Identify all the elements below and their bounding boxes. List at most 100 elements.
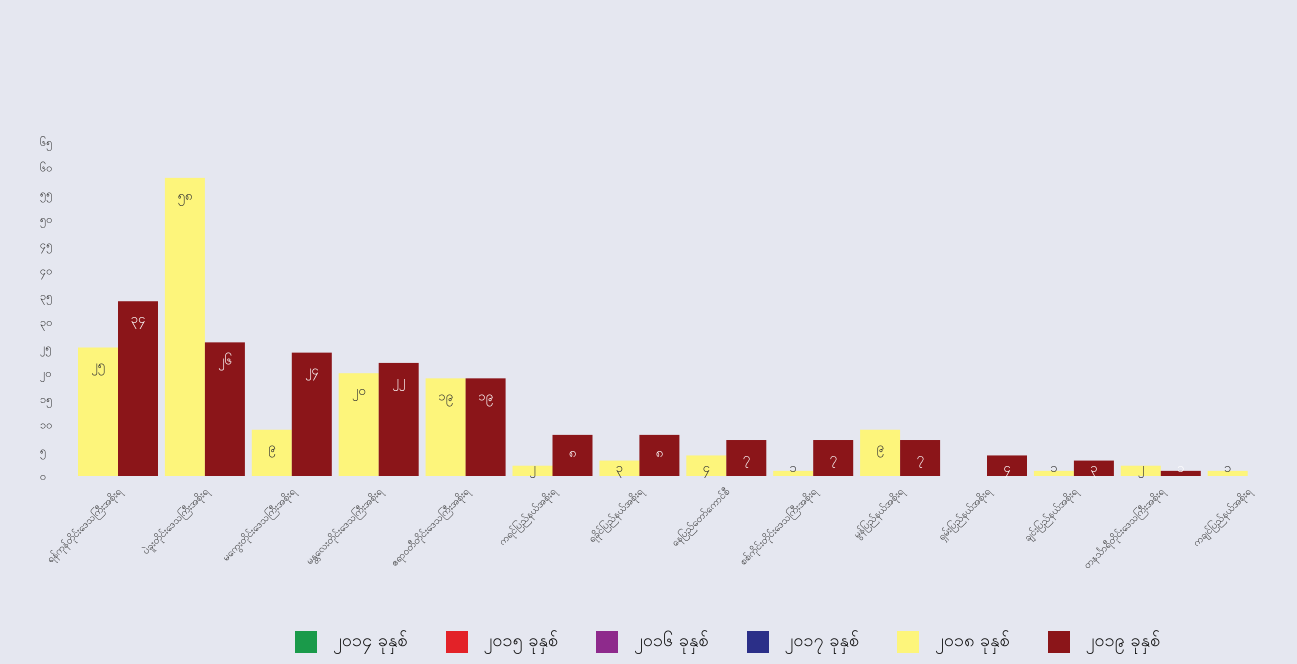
bar-series-2019[interactable] bbox=[552, 434, 593, 476]
y-tick-label: ၂၀ bbox=[40, 367, 52, 382]
data-label: ၂၅ bbox=[91, 359, 105, 376]
x-category-label: ကရင်ပြည်နယ်အစိုးရ bbox=[495, 484, 560, 549]
x-category-label: စစ်ကိုင်းတိုင်းဒေသကြီးအစိုးရ bbox=[736, 484, 821, 569]
bar-series-2018[interactable] bbox=[425, 378, 466, 476]
legend-item[interactable]: ၂၀၁၈ ခုနှစ် bbox=[897, 628, 1010, 655]
legend-item[interactable]: ၂၀၁၄ ခုနှစ် bbox=[295, 628, 408, 655]
bar-series-2018[interactable] bbox=[338, 373, 379, 476]
bar-series-2019[interactable] bbox=[378, 362, 419, 476]
legend-swatch bbox=[295, 630, 317, 653]
data-label: ၈ bbox=[569, 446, 576, 461]
legend-swatch bbox=[897, 630, 919, 653]
bar-series-2018[interactable] bbox=[686, 455, 727, 476]
data-label: ၃၄ bbox=[131, 312, 146, 329]
x-category-label: ဧရာဝတီတိုင်းဒေသကြီးအစိုးရ bbox=[387, 484, 473, 570]
data-label: ၅၈ bbox=[178, 189, 193, 206]
data-label: ၇ bbox=[743, 451, 750, 468]
data-label: ၄ bbox=[703, 461, 711, 478]
x-category-label: မကွေးတိုင်းဒေသကြီးအစိုးရ bbox=[219, 484, 300, 565]
x-category-label: တနင်္သာရီတိုင်းဒေသကြီးအစိုးရ bbox=[1080, 484, 1169, 573]
x-category-label: ချင်းပြည်နယ်အစိုးရ bbox=[1020, 484, 1081, 545]
data-label: ၈ bbox=[656, 446, 663, 461]
bar-series-2018[interactable] bbox=[164, 177, 205, 476]
bar-series-2019[interactable] bbox=[204, 342, 245, 476]
data-label: ၃ bbox=[616, 461, 623, 478]
data-label: ၁ bbox=[1177, 461, 1184, 476]
legend-item[interactable]: ၂၀၁၅ ခုနှစ် bbox=[445, 628, 558, 655]
data-label: ၉ bbox=[268, 441, 275, 458]
legend-label: ၂၀၁၇ ခုနှစ် bbox=[784, 630, 860, 651]
y-tick-label: ၀ bbox=[40, 470, 46, 483]
bar-series-2019[interactable] bbox=[900, 440, 941, 476]
legend-swatch bbox=[445, 630, 468, 653]
data-label: ၇ bbox=[916, 451, 923, 468]
bar-series-2018[interactable] bbox=[599, 460, 640, 476]
y-tick-label: ၄၅ bbox=[40, 239, 52, 254]
data-label: ၂၄ bbox=[305, 364, 319, 381]
bar-series-2018[interactable] bbox=[1120, 465, 1161, 476]
y-tick-label: ၃၀ bbox=[40, 316, 52, 331]
bars-group bbox=[78, 177, 1248, 477]
y-tick-label: ၆၅ bbox=[40, 136, 52, 151]
y-tick-label: ၅ bbox=[40, 444, 46, 459]
legend: ၂၀၁၄ ခုနှစ် ၂၀၁၅ ခုနှစ် ၂၀၁၆ ခုနှစ် ၂၀၁၇ ခု… bbox=[295, 628, 1198, 655]
legend-label: ၂၀၁၈ ခုနှစ် bbox=[935, 630, 1010, 651]
data-label: ၁ bbox=[1224, 461, 1231, 476]
x-category-label: ရှမ်းပြည်နယ်အစိုးရ bbox=[934, 484, 994, 544]
bar-series-2019[interactable] bbox=[1073, 460, 1114, 476]
data-label: ၁ bbox=[1050, 461, 1057, 476]
data-label: ၂၀ bbox=[352, 384, 366, 401]
data-label: ၂၆ bbox=[218, 352, 232, 370]
legend-item[interactable]: ၂၀၁၇ ခုနှစ် bbox=[746, 628, 860, 655]
data-label: ၁၉ bbox=[478, 389, 493, 406]
bar-series-2018[interactable] bbox=[512, 465, 553, 476]
bar-series-2019[interactable] bbox=[726, 440, 767, 476]
data-label: ၂၂ bbox=[392, 374, 405, 391]
y-tick-label: ၃၅ bbox=[40, 290, 52, 305]
data-label: ၁၉ bbox=[438, 389, 453, 406]
x-category-label: မန္တလေးတိုင်းဒေသကြီးအစိုးရ bbox=[302, 484, 386, 568]
bar-series-2018[interactable] bbox=[1033, 470, 1074, 476]
bar-series-2019[interactable] bbox=[1160, 470, 1201, 476]
bar-series-2018[interactable] bbox=[860, 429, 901, 476]
bar-series-2018[interactable] bbox=[1207, 470, 1248, 476]
x-category-label: ကချင်ပြည်နယ်အစိုးရ bbox=[1189, 484, 1255, 550]
y-tick-label: ၁၅ bbox=[40, 393, 52, 408]
y-tick-label: ၄၀ bbox=[40, 264, 52, 279]
bar-series-2019[interactable] bbox=[639, 434, 680, 476]
data-label: ၉ bbox=[876, 441, 883, 458]
x-category-label: မွန်ပြည်နယ်အစိုးရ bbox=[850, 484, 908, 542]
data-label: ၁ bbox=[790, 461, 797, 476]
legend-swatch bbox=[1047, 630, 1070, 653]
bar-series-2019[interactable] bbox=[813, 440, 854, 476]
bar-series-2018[interactable] bbox=[78, 347, 118, 477]
data-label: ၇ bbox=[830, 451, 837, 468]
bar-series-2019[interactable] bbox=[987, 455, 1027, 476]
data-label: ၂ bbox=[529, 461, 535, 478]
bar-series-2019[interactable] bbox=[118, 301, 158, 476]
y-tick-label: ၆၀ bbox=[40, 162, 52, 175]
legend-item[interactable]: ၂၀၁၉ ခုနှစ် bbox=[1047, 628, 1160, 655]
bar-series-2018[interactable] bbox=[773, 470, 814, 476]
x-axis-labels: ရန်ကုန်တိုင်းဒေသကြီးအစိုးရ ပဲခူးတိုင်းဒေသ… bbox=[43, 484, 1255, 573]
y-tick-label: ၅၀ bbox=[40, 213, 52, 228]
data-label: ၂ bbox=[1138, 461, 1144, 478]
y-tick-label: ၅၅ bbox=[40, 187, 52, 202]
bar-series-2019[interactable] bbox=[291, 352, 332, 476]
bar-series-2018[interactable] bbox=[251, 429, 292, 476]
y-axis-ticks: ၀ ၅ ၁၀ ၁၅ ၂၀ ၂၅ ၃၀ ၃၅ ၄၀ ၄၅ ၅၀ ၅၅ ၆၀ ၆၅ bbox=[40, 136, 52, 483]
legend-swatch bbox=[746, 630, 769, 653]
x-category-label: ပဲခူးတိုင်းဒေသကြီးအစိုးရ bbox=[138, 484, 212, 558]
data-label: ၄ bbox=[1003, 461, 1011, 478]
bar-series-2019[interactable] bbox=[465, 378, 506, 476]
y-tick-label: ၁၀ bbox=[40, 419, 52, 432]
x-category-label: ရခိုင်ပြည်နယ်အစိုးရ bbox=[585, 484, 647, 546]
x-category-label: ရန်ကုန်တိုင်းဒေသကြီးအစိုးရ bbox=[43, 484, 126, 567]
legend-label: ၂၀၁၄ ခုနှစ် bbox=[333, 630, 408, 651]
legend-item[interactable]: ၂၀၁၆ ခုနှစ် bbox=[596, 628, 709, 655]
data-label: ၃ bbox=[1090, 461, 1097, 478]
x-category-label: နေပြည်တော်ကောင်စီ bbox=[668, 484, 734, 550]
